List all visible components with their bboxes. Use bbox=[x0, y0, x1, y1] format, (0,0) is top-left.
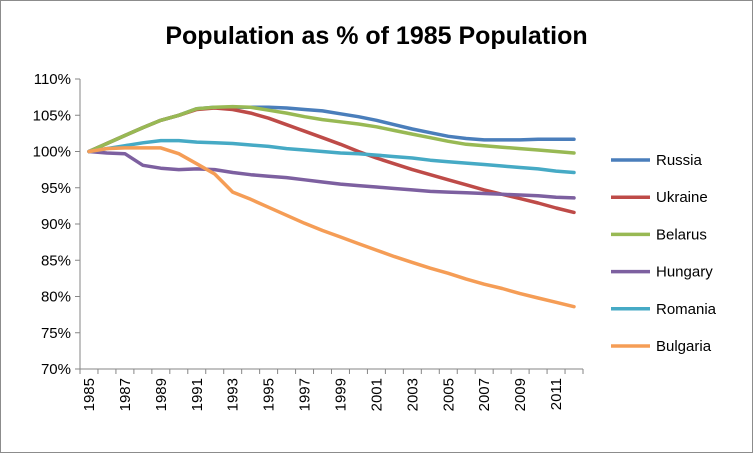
legend: Russia Ukraine Belarus Hungary Romania Bulgar… bbox=[611, 152, 717, 355]
x-tick-label: 1995 bbox=[261, 378, 278, 411]
legend-label-hungary: Hungary bbox=[656, 264, 713, 281]
legend-label-ukraine: Ukraine bbox=[656, 189, 708, 206]
y-tick-label: 95% bbox=[41, 180, 71, 197]
x-tick-label: 2009 bbox=[512, 378, 529, 411]
y-tick-label: 80% bbox=[41, 289, 71, 306]
y-axis-ticks: 70% 75% 80% 85% 90% 95% 100% 105% 110% bbox=[33, 71, 80, 378]
x-tick-label: 1989 bbox=[153, 378, 170, 411]
x-tick-label: 1985 bbox=[81, 378, 98, 411]
x-tick-label: 2001 bbox=[368, 378, 385, 411]
y-tick-label: 85% bbox=[41, 252, 71, 269]
x-tick-label: 2003 bbox=[404, 378, 421, 411]
legend-label-russia: Russia bbox=[656, 152, 703, 169]
x-tick-label: 1993 bbox=[225, 378, 242, 411]
x-tick-label: 2011 bbox=[548, 378, 565, 410]
series-line-hungary bbox=[87, 149, 576, 200]
y-tick-label: 75% bbox=[41, 325, 71, 342]
legend-label-bulgaria: Bulgaria bbox=[656, 338, 712, 355]
x-axis-ticks: 1985 1987 1989 1991 1993 1995 1997 1999 2001 2003… bbox=[79, 369, 584, 411]
x-tick-label: 1999 bbox=[332, 378, 349, 411]
series-line-bulgaria bbox=[87, 146, 576, 309]
series-line-belarus bbox=[87, 104, 576, 155]
y-tick-label: 100% bbox=[33, 144, 71, 161]
x-tick-label: 1997 bbox=[297, 378, 314, 411]
y-tick-label: 110% bbox=[34, 71, 71, 88]
legend-label-belarus: Belarus bbox=[656, 226, 707, 243]
y-tick-label: 90% bbox=[41, 216, 71, 233]
series-lines bbox=[87, 104, 576, 309]
x-tick-label: 2007 bbox=[476, 378, 493, 411]
series-line-ukraine bbox=[87, 106, 576, 215]
y-tick-label: 70% bbox=[41, 361, 71, 378]
x-tick-label: 2005 bbox=[440, 378, 457, 411]
x-tick-label: 1987 bbox=[117, 378, 134, 411]
series-line-russia bbox=[87, 105, 576, 154]
x-tick-label: 1991 bbox=[189, 378, 206, 411]
legend-label-romania: Romania bbox=[656, 301, 717, 318]
y-tick-label: 105% bbox=[33, 107, 71, 124]
series-line-romania bbox=[87, 138, 576, 175]
chart-title: Population as % of 1985 Population bbox=[165, 22, 588, 50]
